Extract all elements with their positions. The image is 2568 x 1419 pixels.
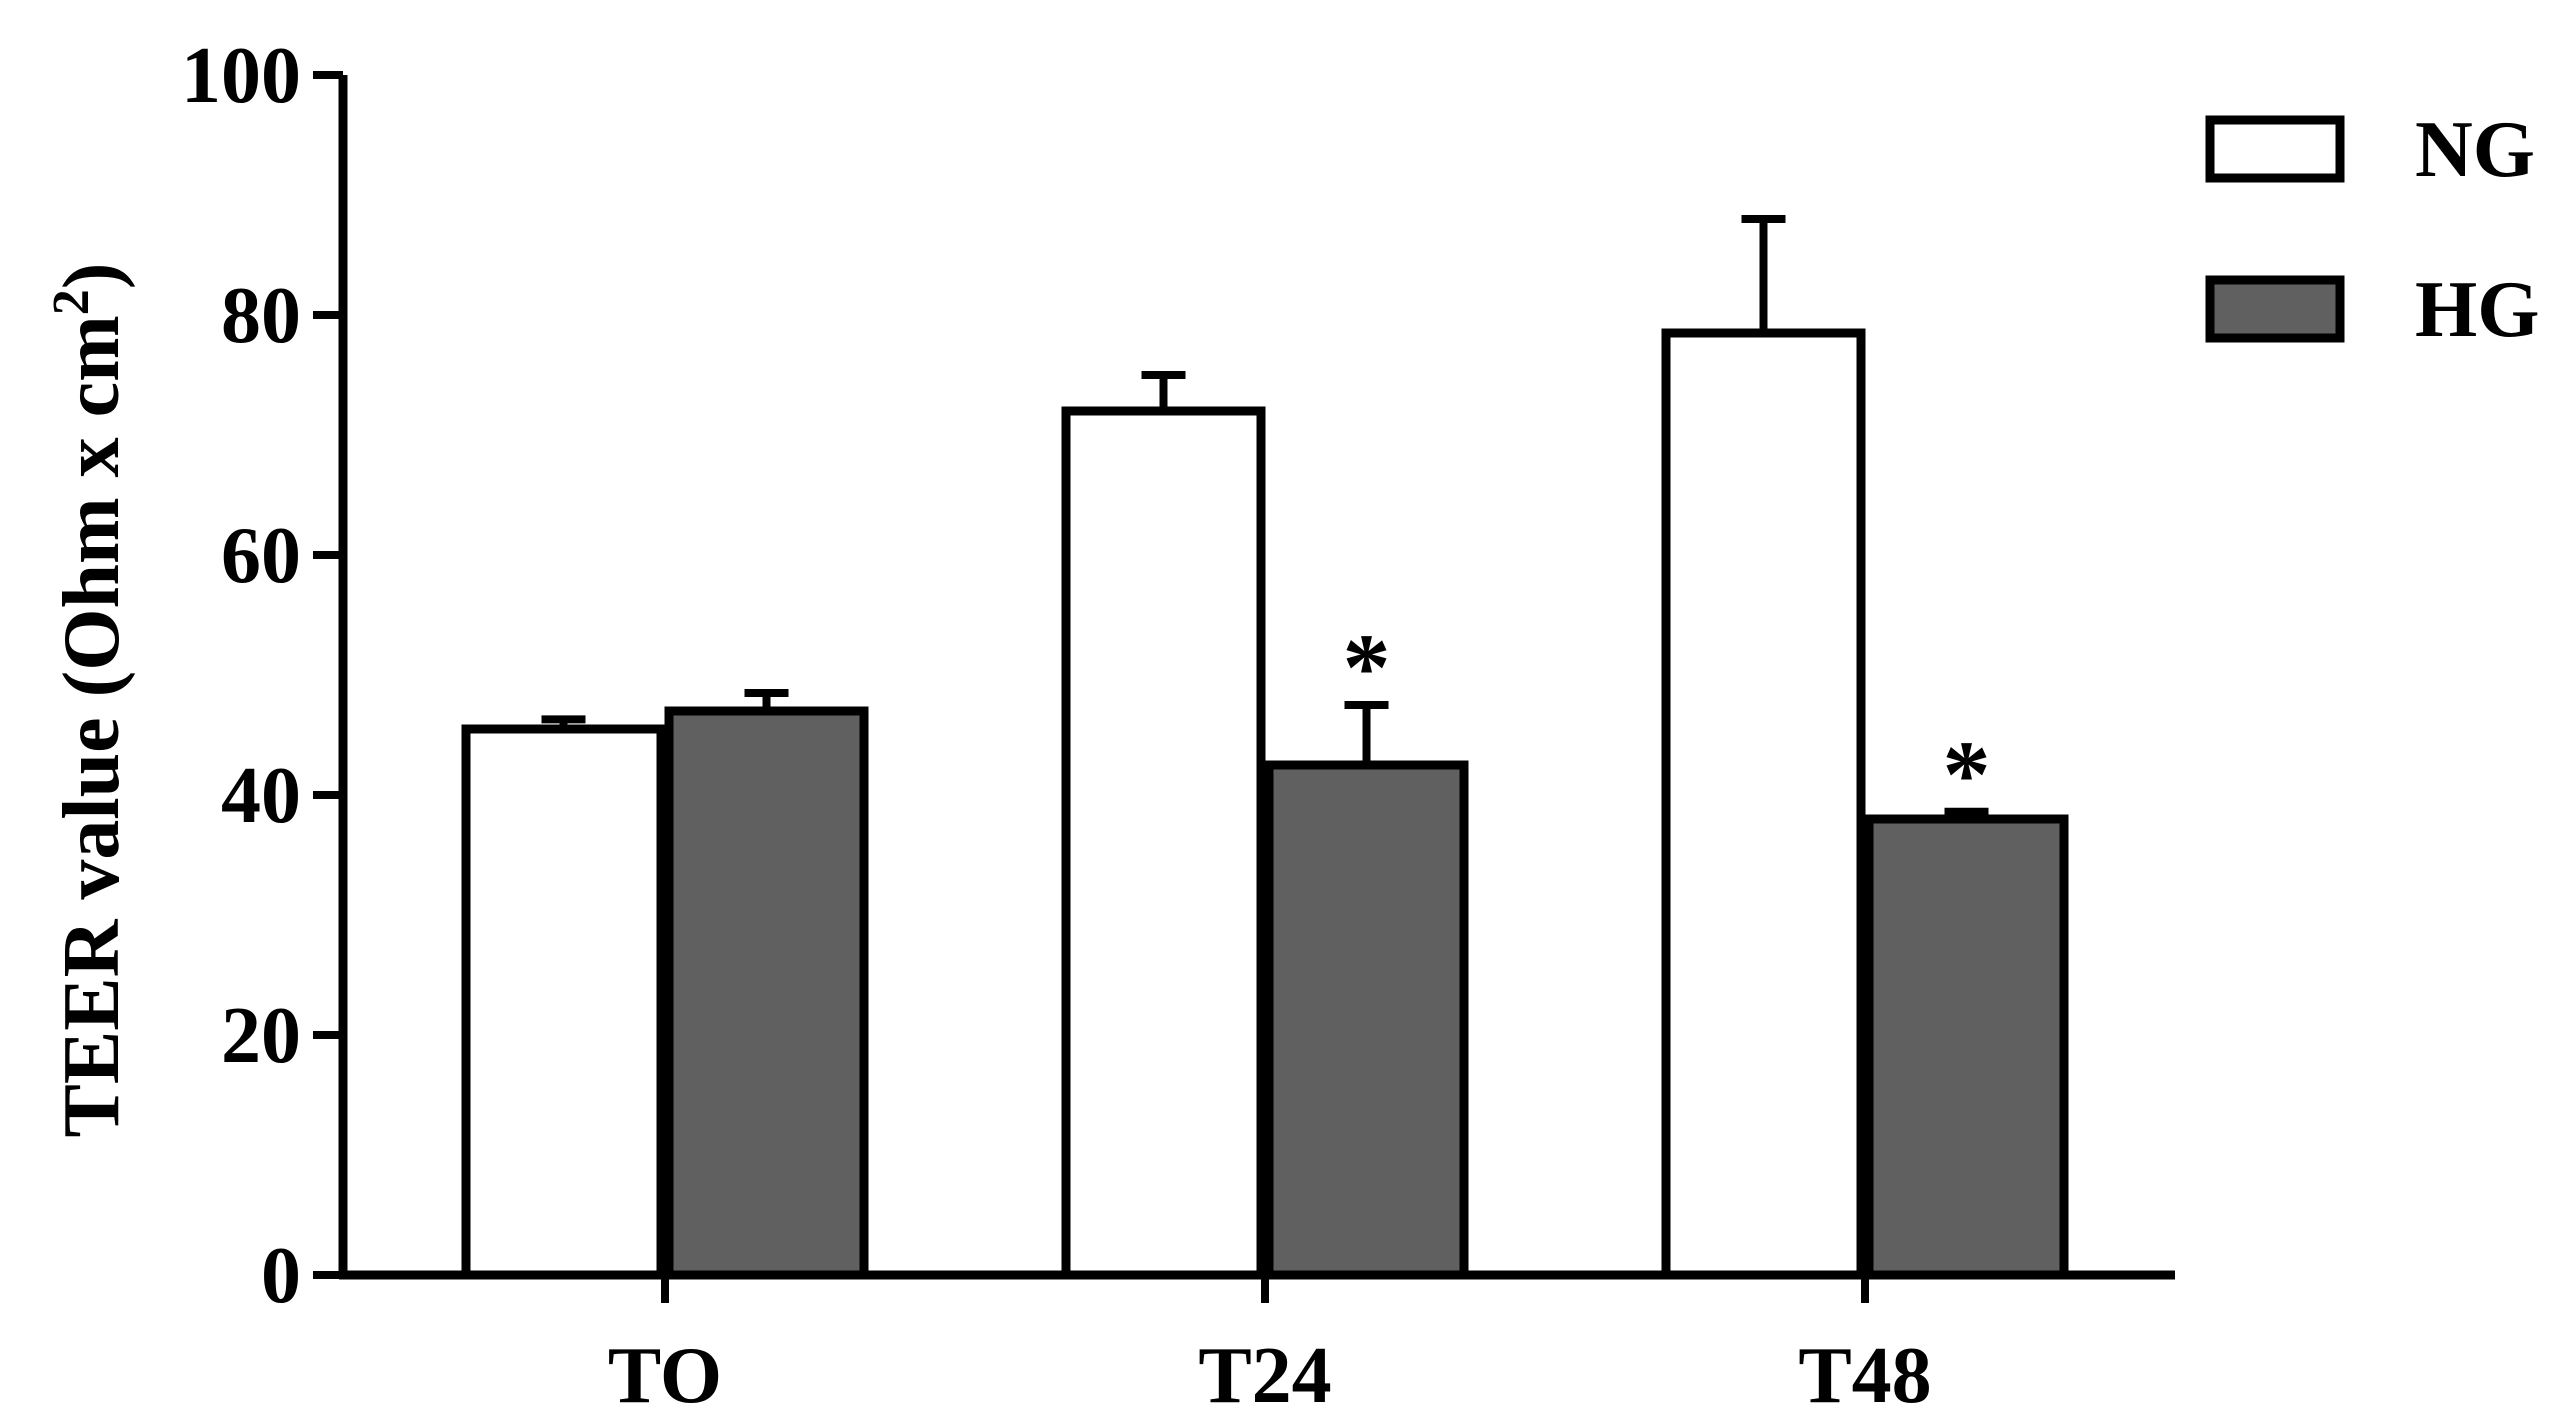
plot-area: 0 20 40 60 80 100 TO T24 T48 * * (181, 32, 2175, 1419)
x-tick-label-to: TO (608, 1332, 722, 1419)
y-axis-title-superscript: 2 (43, 289, 100, 315)
y-tick-label: 80 (221, 272, 301, 360)
bar-hg-t24 (1264, 760, 1469, 1280)
bar-ng-t24 (1061, 406, 1266, 1280)
y-axis-title: TEER value (Ohm x cm2) (43, 263, 136, 1138)
y-tick-label: 60 (221, 512, 301, 600)
x-tick-label-t24: T24 (1198, 1332, 1331, 1419)
significance-marker: * (1943, 721, 1991, 828)
y-axis-title-close: ) (48, 263, 136, 290)
legend-swatch-ng (2205, 115, 2345, 183)
x-tick-label-t48: T48 (1798, 1332, 1931, 1419)
y-tick-label: 100 (181, 32, 301, 120)
bar-ng-t48 (1661, 328, 1866, 1280)
legend-swatch-hg (2205, 275, 2345, 343)
legend: NG HG (2205, 106, 2539, 354)
legend-label-ng: NG (2415, 106, 2535, 194)
y-tick-label: 20 (221, 992, 301, 1080)
y-tick-label: 0 (261, 1232, 301, 1320)
bar-hg-to (664, 706, 869, 1280)
y-axis-title-main: TEER value (Ohm x cm (48, 315, 136, 1137)
significance-marker: * (1343, 614, 1391, 721)
legend-label-hg: HG (2415, 266, 2539, 354)
y-tick-label: 40 (221, 752, 301, 840)
bar-hg-t48 (1864, 814, 2069, 1280)
bar-ng-to (461, 724, 666, 1280)
